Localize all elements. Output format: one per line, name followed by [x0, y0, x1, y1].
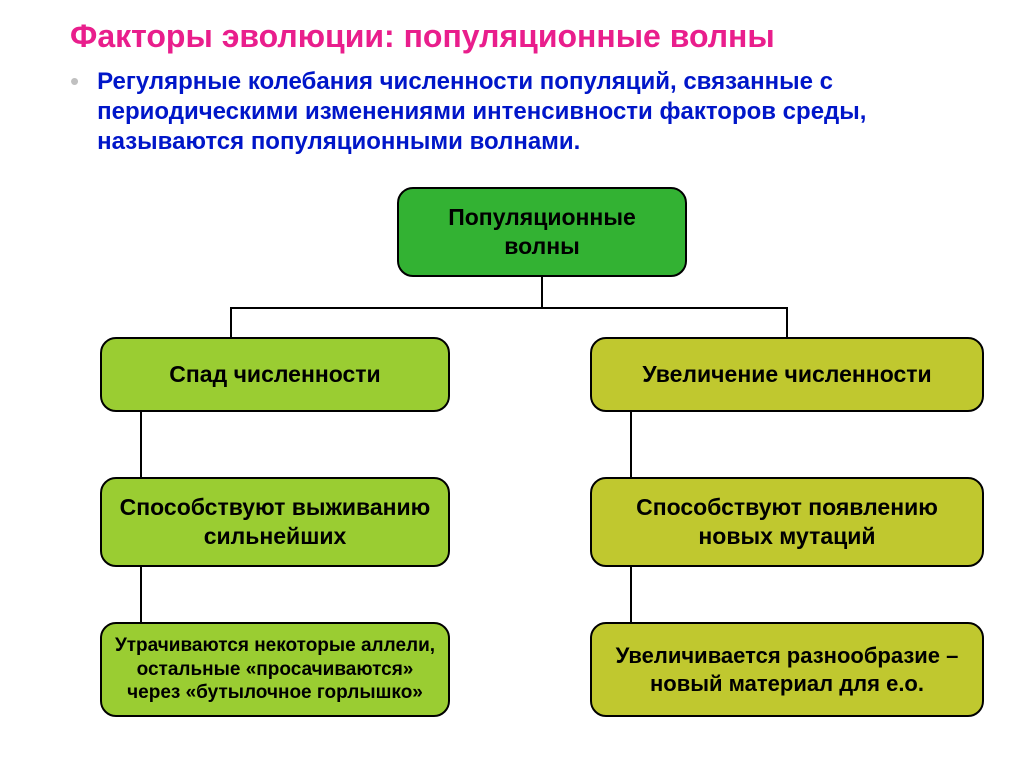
diagram-container: Популяционные волны Спад численности Уве… [30, 187, 994, 727]
connector [140, 567, 142, 622]
connector [230, 307, 232, 337]
connector [230, 307, 788, 309]
connector [140, 412, 142, 477]
connector [541, 277, 543, 307]
right-node-1: Увеличение численности [590, 337, 984, 412]
connector [630, 412, 632, 477]
subtitle-text: Регулярные колебания численности популяц… [97, 67, 977, 157]
right-node-2: Способствуют появлению новых мутаций [590, 477, 984, 567]
bullet-icon: • [70, 67, 79, 95]
right-node-3: Увеличивается разнообразие – новый матер… [590, 622, 984, 717]
subtitle-row: • Регулярные колебания численности попул… [70, 67, 994, 157]
left-node-3: Утрачиваются некоторые аллели, остальные… [100, 622, 450, 717]
page-title: Факторы эволюции: популяционные волны [70, 18, 994, 55]
left-node-1: Спад численности [100, 337, 450, 412]
connector [786, 307, 788, 337]
root-node: Популяционные волны [397, 187, 687, 277]
connector [630, 567, 632, 622]
left-node-2: Способствуют выживанию сильнейших [100, 477, 450, 567]
